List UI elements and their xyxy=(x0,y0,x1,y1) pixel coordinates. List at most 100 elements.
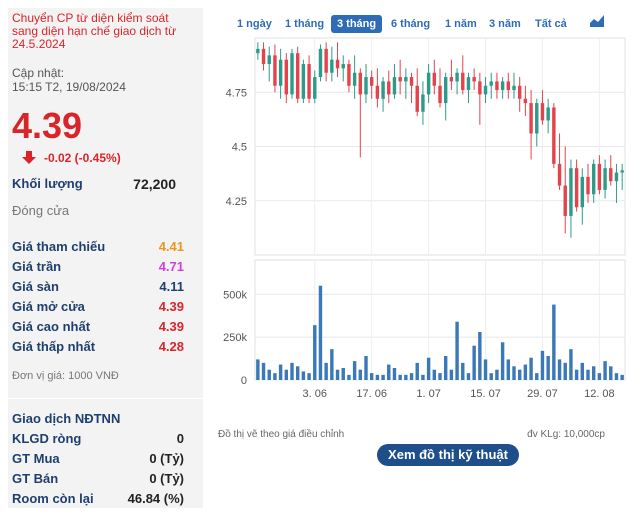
candle-body xyxy=(375,85,380,99)
volume-tick-label: 0 xyxy=(241,375,247,387)
volume-bar xyxy=(540,350,545,380)
candle-body xyxy=(591,163,596,195)
volume-bar xyxy=(426,357,431,380)
close-label: Đóng cửa xyxy=(12,203,70,218)
price-volume-chart[interactable]: 4.75 4.5 4.25 500k 250k 0 3. 06 17. 06 1. 07 15. … xyxy=(215,8,635,423)
update-label: Cập nhật: xyxy=(12,66,65,80)
price-row-label: Giá tham chiếu xyxy=(12,239,106,254)
volume-bar xyxy=(381,374,385,380)
range-tab[interactable]: 1 năm xyxy=(445,18,477,30)
candle-body xyxy=(472,77,476,82)
candle-body xyxy=(421,94,425,112)
range-tab[interactable]: Tất cả xyxy=(535,18,567,30)
volume-bar xyxy=(443,356,448,380)
candle-body xyxy=(404,77,408,82)
volume-bar xyxy=(375,374,380,380)
price-row-value: 4.39 xyxy=(158,319,184,334)
candle-body xyxy=(552,107,556,164)
current-price: 4.39 xyxy=(12,105,83,146)
range-tab[interactable]: 3 năm xyxy=(489,18,521,30)
volume-bar xyxy=(449,369,454,380)
candle-body xyxy=(398,77,402,82)
foreign-trade-value: 0 (Tỷ) xyxy=(149,471,184,486)
candle-body xyxy=(495,81,499,91)
volume-bar xyxy=(358,369,363,380)
candle-body xyxy=(261,48,266,65)
volume-bar xyxy=(506,359,511,380)
update-time: 15:15 T2, 19/08/2024 xyxy=(12,80,126,94)
volume-bar xyxy=(313,325,317,380)
price-row-value: 4.39 xyxy=(158,299,184,314)
candle-body xyxy=(569,168,573,216)
volume-bar xyxy=(609,366,613,380)
candle-body xyxy=(352,72,357,86)
price-change: -0.02 (-0.45%) xyxy=(44,151,121,165)
price-tick-label: 4.5 xyxy=(232,142,247,154)
foreign-trade-value: 0 (Tỷ) xyxy=(149,451,184,466)
range-tab[interactable]: 1 tháng xyxy=(285,18,325,30)
divider xyxy=(8,398,203,399)
price-row-value: 4.28 xyxy=(158,339,184,354)
x-tick-label: 12. 08 xyxy=(584,388,615,400)
candle-body xyxy=(489,81,493,86)
volume-bar xyxy=(483,359,488,380)
candle-body xyxy=(284,59,289,95)
candle-body xyxy=(267,55,271,65)
foreign-trade-value: 46.84 (%) xyxy=(127,491,184,506)
volume-bar xyxy=(614,373,619,380)
volume-bar xyxy=(261,362,266,380)
x-tick-label: 3. 06 xyxy=(303,388,327,400)
volume-bar xyxy=(557,359,562,380)
candle-body xyxy=(335,59,340,69)
volume-bar xyxy=(318,285,323,380)
volume-bar xyxy=(489,373,493,380)
range-tab[interactable]: 6 tháng xyxy=(391,18,431,30)
x-tick-label: 29. 07 xyxy=(527,388,558,400)
volume-bar xyxy=(284,369,289,380)
candle-body xyxy=(574,168,579,208)
foreign-trade-label: GT Bán xyxy=(12,471,59,486)
volume-bar xyxy=(620,374,624,380)
x-tick-label: 15. 07 xyxy=(470,388,501,400)
volume-bar xyxy=(324,362,328,380)
range-tab[interactable]: 1 ngày xyxy=(237,18,272,30)
volume-bar xyxy=(278,364,283,380)
price-row-label: Giá cao nhất xyxy=(12,319,91,334)
volume-bar xyxy=(290,362,294,380)
candle-body xyxy=(273,55,277,86)
candle-body xyxy=(443,77,448,104)
candle-body xyxy=(586,176,590,195)
volume-bar xyxy=(597,373,602,380)
volume-bar xyxy=(273,373,277,380)
candle-body xyxy=(523,98,528,104)
volume-bar xyxy=(432,369,437,380)
candle-body xyxy=(426,72,431,95)
volume-value: 72,200 xyxy=(133,176,176,192)
foreign-trade-title-text: Giao dịch NĐTNN xyxy=(12,411,121,426)
volume-tick-label: 250k xyxy=(223,332,247,344)
volume-bar xyxy=(341,368,345,380)
volume-bar xyxy=(352,361,357,380)
volume-bar xyxy=(256,359,260,380)
candle-body xyxy=(330,59,334,73)
candle-body xyxy=(603,168,607,190)
technical-chart-button[interactable]: Xem đồ thị kỹ thuật xyxy=(377,444,519,466)
candle-body xyxy=(609,168,613,182)
candle-body xyxy=(278,59,283,86)
volume-bar xyxy=(580,362,585,380)
candle-body xyxy=(546,107,550,121)
volume-bar xyxy=(347,374,351,380)
candle-body xyxy=(557,163,562,186)
volume-bar xyxy=(455,321,459,380)
candle-body xyxy=(478,81,482,95)
area-chart-icon[interactable] xyxy=(589,13,605,29)
x-tick-label: 1. 07 xyxy=(416,388,440,400)
stock-info-panel xyxy=(8,8,203,508)
range-tab[interactable]: 3 tháng xyxy=(331,15,383,33)
candle-body xyxy=(517,85,522,99)
candle-body xyxy=(563,185,567,216)
volume-bar xyxy=(415,362,419,380)
volume-bar xyxy=(392,368,397,380)
price-row-value: 4.41 xyxy=(158,239,184,254)
volume-bar xyxy=(267,369,271,380)
